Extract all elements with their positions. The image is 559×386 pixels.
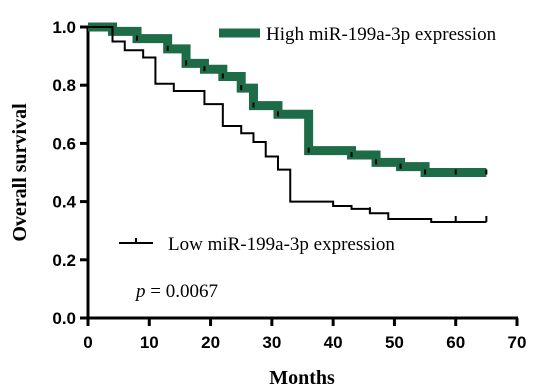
x-tick-label: 70 (508, 333, 527, 352)
y-tick-label: 1.0 (52, 18, 76, 37)
legend-high-label: High miR-199a-3p expression (266, 24, 497, 45)
y-tick-label: 0.4 (52, 193, 76, 212)
p-value-annotation: p = 0.0067 (134, 281, 218, 302)
p-value-text: = 0.0067 (146, 281, 218, 302)
y-tick-label: 0.2 (52, 251, 76, 270)
x-tick-label: 10 (140, 333, 159, 352)
x-tick-label: 60 (446, 333, 465, 352)
series-layer (88, 22, 488, 223)
legend-low-swatch (119, 238, 153, 244)
y-tick-label: 0.6 (52, 134, 76, 153)
low-expression-curve (88, 26, 487, 223)
legend: High miR-199a-3p expression Low miR-199a… (119, 24, 497, 255)
x-axis-title: Months (269, 367, 335, 386)
x-tick-label: 20 (201, 333, 220, 352)
high-expression-curve (88, 22, 487, 177)
x-tick-label: 30 (262, 333, 281, 352)
y-tick-label: 0.8 (52, 76, 76, 95)
x-tick-label: 40 (324, 333, 343, 352)
x-tick-label: 50 (385, 333, 404, 352)
p-value-symbol: p (134, 281, 146, 302)
y-tick-label: 0.0 (52, 309, 76, 328)
y-axis-title: Overall survival (9, 103, 31, 242)
axes: 0.0 0.2 0.4 0.6 0.8 1.0 0 10 20 30 40 50 60 70 (52, 18, 526, 352)
x-tick-label: 0 (83, 333, 92, 352)
legend-low-label: Low miR-199a-3p expression (168, 234, 395, 255)
